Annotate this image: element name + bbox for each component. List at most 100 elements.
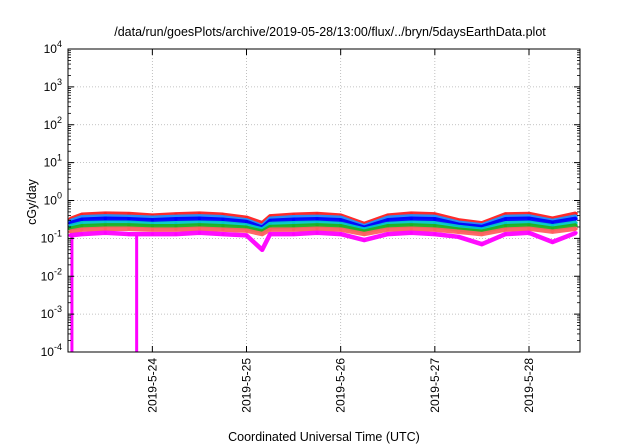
series-point-5 xyxy=(292,224,296,228)
series-point-6 xyxy=(150,228,154,232)
x-tick-label: 2019-5-24 xyxy=(145,358,159,413)
series-point-3 xyxy=(150,218,154,222)
series-point-6 xyxy=(339,228,343,232)
series-point-7 xyxy=(550,240,555,244)
y-tick-labels: 10-4 10-3 10-2 10-1 100 101 102 103 104 xyxy=(41,39,62,359)
series-point-7 xyxy=(456,235,460,239)
chart-title: /data/run/goesPlots/archive/2019-05-28/1… xyxy=(114,25,546,39)
series-point-3 xyxy=(527,217,531,221)
series-point-6 xyxy=(127,227,131,231)
series-layer xyxy=(68,211,578,352)
series-point-5 xyxy=(339,224,343,228)
series-point-7 xyxy=(221,232,225,236)
x-tick-label: 2019-5-26 xyxy=(334,358,348,413)
series-point-3 xyxy=(127,217,131,221)
y-tick-label: 100 xyxy=(44,191,62,208)
series-point-5 xyxy=(127,223,131,227)
series-point-5 xyxy=(527,223,531,227)
series-point-3 xyxy=(197,217,201,221)
series-point-6 xyxy=(221,228,225,232)
series-point-3 xyxy=(339,218,343,222)
series-point-7 xyxy=(527,231,531,235)
series-point-6 xyxy=(503,228,508,232)
y-tick-label: 101 xyxy=(44,153,62,170)
series-point-7 xyxy=(315,231,319,235)
series-line-5 xyxy=(69,223,577,234)
series-point-5 xyxy=(386,224,390,228)
series-point-7 xyxy=(433,232,437,236)
series-point-6 xyxy=(456,230,460,234)
grid xyxy=(68,49,580,352)
plot-frame xyxy=(67,48,581,353)
x-tick-label: 2019-5-25 xyxy=(240,358,254,413)
series-point-6 xyxy=(103,227,107,231)
series-point-3 xyxy=(268,219,272,223)
series-point-7 xyxy=(174,232,178,236)
series-point-3 xyxy=(409,217,413,221)
series-point-3 xyxy=(221,218,225,222)
series-point-6 xyxy=(362,232,366,236)
series-point-7 xyxy=(362,238,366,242)
series-point-5 xyxy=(103,223,107,227)
series-point-7 xyxy=(480,242,484,246)
series-point-3 xyxy=(244,220,249,224)
series-point-7 xyxy=(574,231,578,235)
series-point-7 xyxy=(80,232,84,236)
series-point-3 xyxy=(80,218,84,222)
series-point-6 xyxy=(574,227,578,231)
series-point-5 xyxy=(315,223,319,227)
series-point-7 xyxy=(197,231,201,235)
y-tick-label: 103 xyxy=(44,77,62,94)
series-point-7 xyxy=(260,248,264,252)
series-point-6 xyxy=(480,232,484,236)
series-line-3 xyxy=(69,216,577,231)
series-point-7 xyxy=(503,232,508,236)
series-point-5 xyxy=(174,224,178,228)
y-tick-label: 10-2 xyxy=(41,266,62,283)
series-point-6 xyxy=(197,227,201,231)
series-point-6 xyxy=(244,229,249,233)
series-point-5 xyxy=(409,223,413,227)
series-point-6 xyxy=(409,227,413,231)
series-point-7 xyxy=(386,232,390,236)
series-point-7 xyxy=(292,232,296,236)
y-axis-label: cGy/day xyxy=(25,178,39,225)
series-line-6 xyxy=(69,226,577,237)
x-tick-label: 2019-5-27 xyxy=(428,358,442,413)
series-point-5 xyxy=(80,224,84,228)
series-point-6 xyxy=(174,228,178,232)
y-tick-label: 10-1 xyxy=(41,228,62,245)
series-point-6 xyxy=(68,230,72,234)
y-tick-label: 10-3 xyxy=(41,304,62,321)
y-tick-label: 10-4 xyxy=(41,342,62,359)
series-point-6 xyxy=(433,228,437,232)
series-point-3 xyxy=(386,218,390,222)
series-point-3 xyxy=(103,217,107,221)
series-point-6 xyxy=(550,230,555,234)
series-point-3 xyxy=(174,217,178,221)
series-point-3 xyxy=(315,217,319,221)
series-point-3 xyxy=(433,217,437,221)
series-point-7 xyxy=(127,232,131,236)
series-point-3 xyxy=(292,218,296,222)
y-tick-label: 102 xyxy=(44,115,62,132)
y-tick-label: 104 xyxy=(44,39,62,56)
series-point-5 xyxy=(150,224,154,228)
axes xyxy=(67,48,581,353)
series-point-7 xyxy=(268,232,272,236)
x-axis-label: Coordinated Universal Time (UTC) xyxy=(228,430,420,444)
series-point-6 xyxy=(386,228,390,232)
series-line-7 xyxy=(69,230,577,253)
series-point-5 xyxy=(197,223,201,227)
x-tick-labels: 2019-5-24 2019-5-25 2019-5-26 2019-5-27 2019… xyxy=(145,358,536,413)
series-point-5 xyxy=(221,224,225,228)
series-point-7 xyxy=(103,231,107,235)
series-point-6 xyxy=(80,228,84,232)
series-point-7 xyxy=(150,232,154,236)
x-tick-label: 2019-5-28 xyxy=(522,358,536,413)
series-point-6 xyxy=(292,228,296,232)
series-point-7 xyxy=(244,233,249,237)
series-point-3 xyxy=(574,217,578,221)
series-point-6 xyxy=(268,228,272,232)
